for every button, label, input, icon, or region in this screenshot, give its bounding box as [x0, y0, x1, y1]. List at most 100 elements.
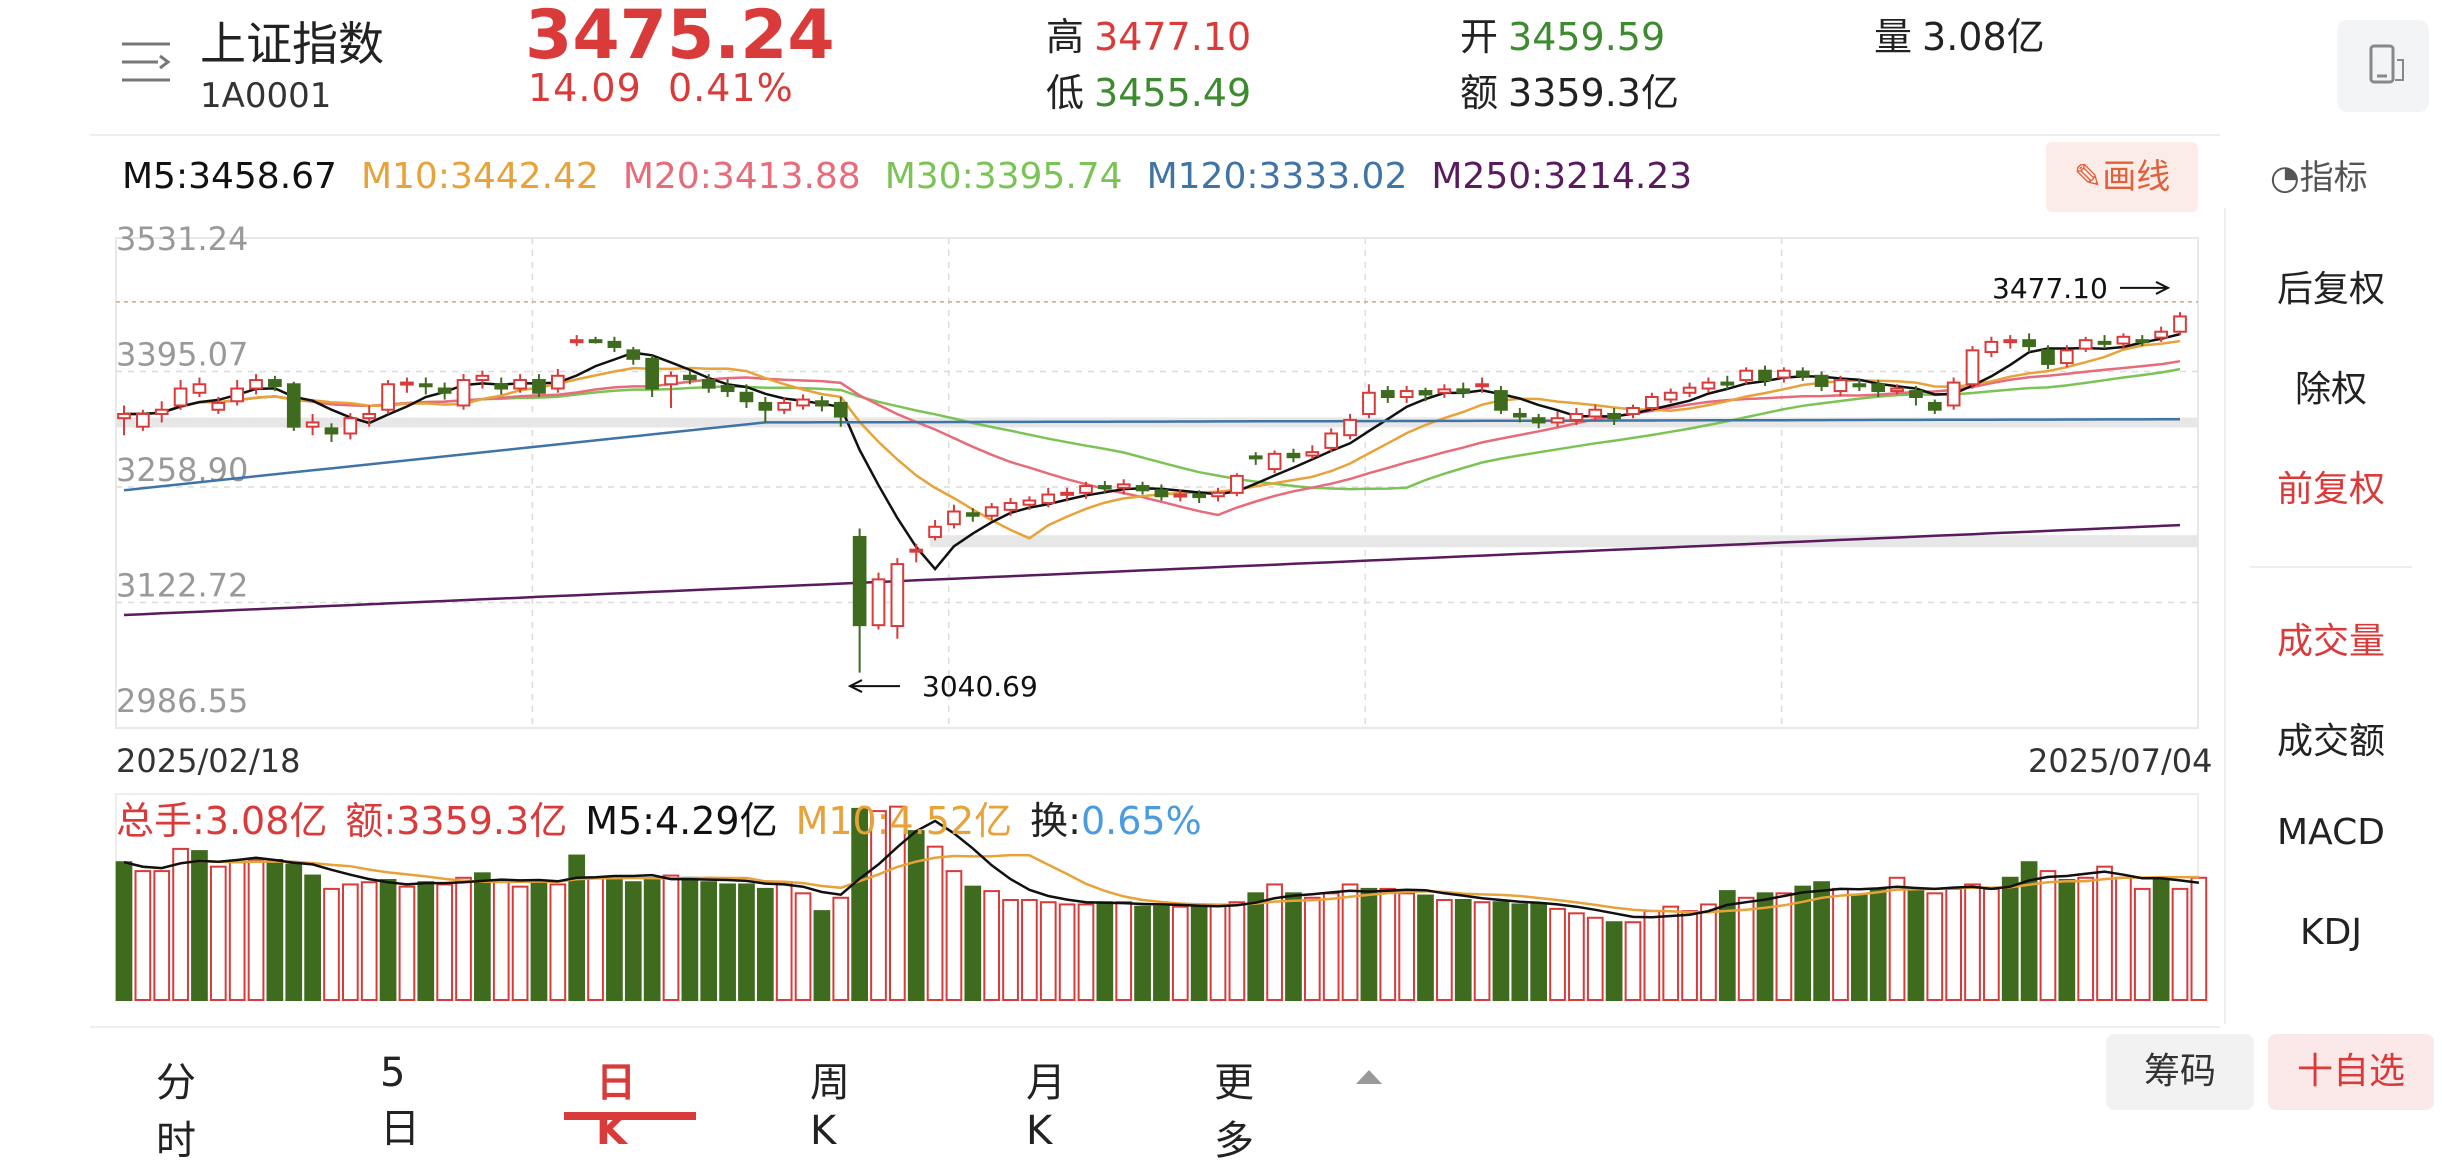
- volume-bar-75: [1530, 903, 1548, 1002]
- candle-body-40: [871, 578, 886, 627]
- y-tick-3: 3122.72: [116, 567, 248, 605]
- volume-bar-24: [568, 854, 586, 1001]
- open-stat: 开 3459.59: [1460, 6, 1665, 61]
- ma-legend-item-3: M30:3395.74: [884, 156, 1123, 197]
- candle-body-75: [1531, 417, 1546, 424]
- candle-33: [739, 384, 754, 409]
- volume-bar-19: [474, 872, 491, 1001]
- pencil-icon: ✎: [2073, 157, 2103, 197]
- side-menu-item-5[interactable]: MACD: [2277, 812, 2385, 853]
- candle-27: [626, 346, 641, 365]
- chip-distribution-button[interactable]: 筹码: [2106, 1034, 2254, 1110]
- volume-bar-54: [1134, 905, 1151, 1002]
- high-stat: 高 3477.10: [1046, 6, 1251, 61]
- volume-bar-64: [1322, 892, 1340, 1001]
- candle-89: [1795, 367, 1810, 381]
- side-menu-item-4[interactable]: 成交额: [2276, 721, 2385, 762]
- candle-body-85: [1720, 381, 1735, 386]
- candle-48: [1022, 496, 1037, 510]
- candle-100: [2003, 335, 2018, 349]
- y-tick-2: 3258.90: [116, 451, 248, 489]
- volume-bar-23: [549, 883, 567, 1002]
- candlestick-chart[interactable]: 3531.24 3395.07 3258.90 3122.72 2986.55 3477…: [0, 0, 2230, 1010]
- candle-body-73: [1494, 390, 1508, 411]
- volume-value: 3.08亿: [1922, 15, 2045, 59]
- candle-body-93: [1871, 383, 1886, 393]
- candle-26: [607, 336, 622, 353]
- candle-body-13: [362, 412, 377, 420]
- tab-5[interactable]: 更多: [1214, 1060, 1254, 1164]
- ma5-line: [124, 332, 2181, 571]
- volume-bar-90: [1813, 881, 1830, 1002]
- candle-body-32: [720, 384, 735, 393]
- add-favorite-button[interactable]: 十自选: [2268, 1034, 2434, 1110]
- volume-bar-21: [511, 885, 529, 1002]
- tab-0[interactable]: 分时: [156, 1060, 196, 1164]
- candle-69: [1418, 387, 1433, 402]
- candle-body-38: [833, 401, 848, 418]
- candle-body-88: [1777, 369, 1791, 379]
- candle-body-17: [437, 387, 452, 394]
- candle-47: [1003, 497, 1018, 516]
- candle-38: [833, 397, 848, 427]
- volume-legend: 总手:3.08亿 额:3359.3亿 M5:4.29亿 M10:4.52亿 换:0.65…: [116, 790, 1220, 845]
- volume-bar-72: [1473, 901, 1491, 1002]
- candle-body-42: [909, 548, 924, 553]
- tab-4[interactable]: 月K: [1026, 1060, 1066, 1154]
- landscape-toggle-button[interactable]: [2337, 20, 2429, 112]
- y-tick-4: 2986.55: [116, 682, 248, 720]
- price-change: 14.09 0.41%: [528, 66, 794, 110]
- volume-bar-13: [360, 881, 378, 1002]
- volume-bar-91: [1832, 887, 1849, 1002]
- high-arrow-head: [2155, 281, 2171, 295]
- volume-bar-69: [1417, 894, 1434, 1001]
- side-menu-item-2[interactable]: 前复权: [2276, 469, 2385, 510]
- candle-body-30: [683, 374, 697, 381]
- side-menu-item-1[interactable]: 除权: [2294, 369, 2367, 410]
- candle-body-50: [1060, 491, 1074, 496]
- side-menu-item-3[interactable]: 成交量: [2276, 621, 2385, 662]
- candle-body-37: [815, 400, 829, 407]
- volume-bar-73: [1492, 901, 1510, 1002]
- volume-legend-item-5: 0.65%: [1080, 799, 1202, 843]
- draw-line-button[interactable]: ✎画线: [2046, 142, 2198, 212]
- candle-body-71: [1456, 388, 1471, 394]
- gauge-icon: ◔: [2270, 158, 2300, 198]
- indicator-button[interactable]: ◔指标: [2270, 150, 2368, 199]
- amount-stat: 额 3359.3亿: [1460, 62, 1679, 117]
- candle-97: [1946, 377, 1961, 410]
- side-menu-item-6[interactable]: KDJ: [2300, 912, 2362, 953]
- candle-67: [1380, 385, 1395, 403]
- candle-94: [1890, 384, 1904, 395]
- phone-rotate-icon: [2369, 44, 2404, 84]
- tab-2[interactable]: 日K: [596, 1060, 636, 1154]
- caret-up-icon[interactable]: [1354, 1068, 1384, 1090]
- candle-body-91: [1833, 379, 1848, 393]
- candle-92: [1852, 379, 1867, 392]
- volume-bar-93: [1869, 887, 1887, 1002]
- start-date: 2025/02/18: [116, 742, 301, 780]
- candle-body-92: [1852, 383, 1867, 388]
- candle-body-81: [1645, 396, 1659, 410]
- candle-70: [1437, 384, 1452, 398]
- volume-bar-68: [1398, 892, 1415, 1001]
- index-name: 上证指数: [200, 17, 384, 71]
- candle-88: [1777, 367, 1791, 383]
- candle-61: [1267, 450, 1282, 474]
- volume-legend-item-4: 换:: [1030, 799, 1081, 843]
- menu-icon[interactable]: [118, 38, 174, 88]
- volume-bar-99: [1983, 887, 2000, 1002]
- candle-body-47: [1003, 502, 1018, 511]
- candle-54: [1135, 481, 1150, 495]
- candle-35: [777, 397, 792, 414]
- tab-1[interactable]: 5日: [380, 1050, 420, 1152]
- open-value: 3459.59: [1508, 15, 1666, 59]
- candle-53: [1116, 479, 1131, 495]
- candle-body-34: [758, 401, 773, 411]
- candle-0: [117, 405, 131, 436]
- candle-49: [1041, 487, 1056, 508]
- side-menu-item-0[interactable]: 后复权: [2276, 269, 2385, 310]
- candle-76: [1550, 411, 1565, 427]
- tab-3[interactable]: 周K: [810, 1060, 850, 1154]
- candle-body-44: [947, 510, 961, 526]
